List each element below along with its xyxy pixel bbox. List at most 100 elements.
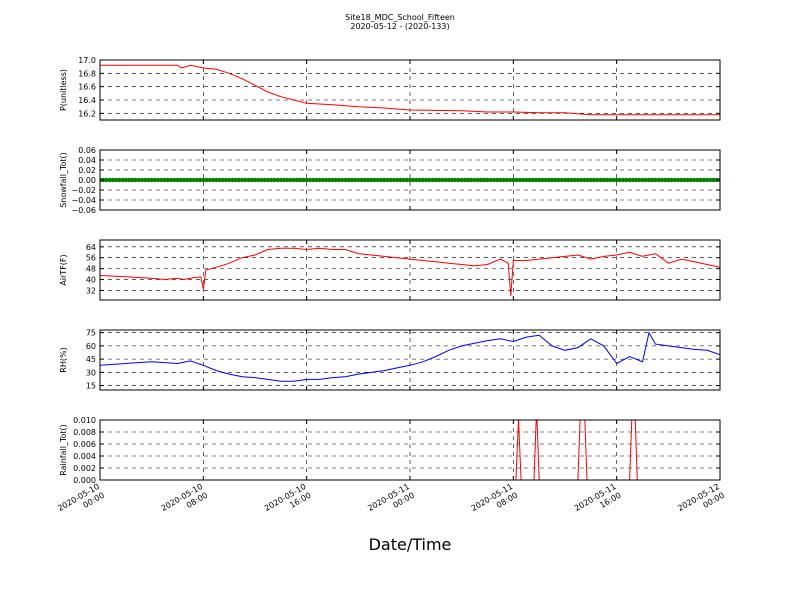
data-point — [233, 177, 238, 183]
data-point — [575, 177, 581, 183]
data-point — [191, 177, 196, 183]
data-point — [637, 177, 642, 183]
subplot-2: −0.06−0.04−0.020.000.020.040.06 Snowfall_… — [59, 146, 721, 215]
data-point — [585, 177, 590, 183]
x-tick-label: 2020-05-1000:00 — [56, 482, 106, 522]
x-tick-label: 2020-05-1116:00 — [573, 482, 623, 522]
subplots: 16.216.416.616.817.0P(unitless)−0.06−0.0… — [59, 56, 721, 485]
data-point — [485, 177, 490, 183]
data-point — [608, 177, 613, 183]
y-tick-label: 0.04 — [78, 156, 96, 165]
data-point — [239, 177, 245, 183]
x-axis-label: Date/Time — [369, 535, 452, 554]
data-point — [275, 177, 280, 183]
data-point — [465, 177, 471, 183]
y-tick-label: −0.06 — [71, 206, 96, 215]
data-point — [624, 177, 629, 183]
data-point — [643, 177, 648, 183]
data-point — [304, 177, 309, 183]
data-point — [327, 177, 332, 183]
data-point — [249, 177, 254, 183]
data-point — [420, 177, 426, 183]
y-tick-label: 0.00 — [78, 176, 96, 185]
data-point — [427, 177, 432, 183]
data-point — [197, 177, 203, 183]
y-tick-label: 30 — [86, 368, 96, 377]
data-point — [123, 177, 129, 183]
subplot-5: 0.000 0.002 0.004 0.006 0.008 0.010 Rainfall_T… — [59, 416, 721, 485]
data-point — [178, 177, 183, 183]
data-point — [685, 177, 690, 183]
data-point — [346, 177, 351, 183]
data-point — [256, 177, 261, 183]
data-point — [672, 177, 677, 183]
data-point — [288, 177, 293, 183]
data-point — [633, 177, 639, 183]
data-point — [388, 177, 393, 183]
y-tick-label: 16.4 — [78, 96, 96, 105]
data-point — [514, 177, 519, 183]
data-point — [314, 177, 319, 183]
data-point — [453, 177, 458, 183]
data-point — [449, 177, 455, 183]
data-point — [504, 177, 510, 183]
data-point — [711, 177, 716, 183]
data-point — [640, 177, 645, 183]
data-point — [243, 177, 248, 183]
data-point — [446, 177, 451, 183]
data-point — [572, 177, 577, 183]
y-tick-label: 0.002 — [73, 464, 96, 473]
data-point — [104, 177, 109, 183]
data-point — [527, 177, 532, 183]
data-point — [488, 177, 493, 183]
data-point — [617, 177, 623, 183]
data-point — [110, 177, 116, 183]
data-point — [708, 177, 713, 183]
data-point — [394, 177, 400, 183]
data-point — [659, 177, 665, 183]
data-point — [362, 177, 367, 183]
data-point — [262, 177, 267, 183]
data-point — [159, 177, 164, 183]
data-point — [530, 177, 535, 183]
data-point — [404, 177, 409, 183]
data-point — [375, 177, 380, 183]
data-point — [549, 177, 555, 183]
data-point — [627, 177, 632, 183]
series-line — [100, 64, 720, 116]
x-tick-label: 2020-05-1108:00 — [470, 482, 520, 522]
data-point — [201, 177, 206, 183]
data-point — [524, 177, 529, 183]
data-point — [401, 177, 406, 183]
data-point — [336, 177, 342, 183]
data-point — [155, 177, 161, 183]
data-point — [194, 177, 200, 183]
data-point — [511, 177, 516, 183]
data-point — [695, 177, 700, 183]
data-point — [343, 177, 348, 183]
data-point — [214, 177, 219, 183]
data-point — [417, 177, 422, 183]
y-tick-label: 0.008 — [73, 428, 96, 437]
data-point — [278, 177, 284, 183]
x-tick-label: 2020-05-1100:00 — [366, 482, 416, 522]
data-point — [598, 177, 603, 183]
data-point — [507, 177, 513, 183]
data-point — [339, 177, 345, 183]
y-tick-label: 60 — [86, 342, 96, 351]
data-point — [184, 177, 190, 183]
series-line — [100, 331, 720, 382]
data-point — [307, 177, 313, 183]
data-point — [407, 177, 413, 183]
data-point — [698, 177, 703, 183]
data-point — [369, 177, 374, 183]
data-point — [391, 177, 397, 183]
data-point — [646, 177, 652, 183]
y-axis-label: Snowfall_Tot() — [59, 152, 68, 208]
y-tick-label: −0.02 — [71, 186, 96, 195]
data-point — [423, 177, 429, 183]
data-point — [117, 177, 122, 183]
data-point — [569, 177, 574, 183]
